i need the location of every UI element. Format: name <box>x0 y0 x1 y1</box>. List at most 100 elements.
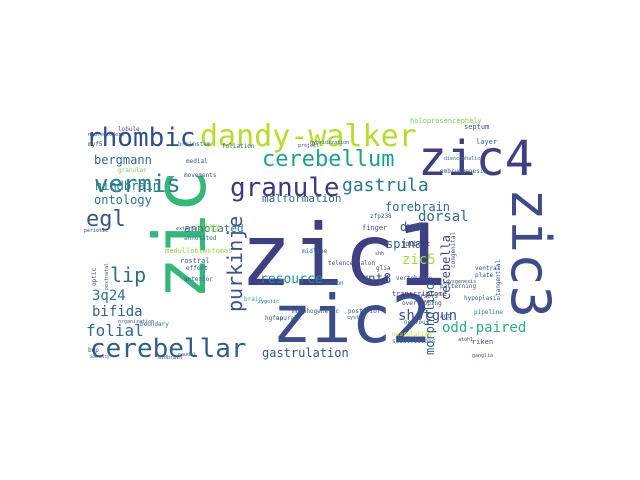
cloud-word: ant <box>440 313 451 320</box>
cloud-word: annotated <box>184 222 244 235</box>
cloud-word: zic5 <box>402 252 436 268</box>
cloud-word: hgfap <box>265 315 283 322</box>
cloud-word: midline <box>302 248 328 255</box>
cloud-word: hypoplasia <box>464 295 501 302</box>
cloud-word: atoh1 <box>458 337 473 343</box>
cloud-word: glia <box>376 265 391 272</box>
cloud-word: cerebellum <box>262 147 394 172</box>
cloud-word: organization <box>118 319 154 325</box>
cloud-word: zfp238 <box>370 213 392 220</box>
cloud-word: plate <box>475 272 493 279</box>
cloud-word: optic <box>91 268 98 286</box>
cloud-word: medulloblastomas <box>165 247 232 255</box>
cloud-word: shh <box>375 251 384 257</box>
cloud-word: brainstem <box>178 141 211 148</box>
cloud-word: midbrain <box>158 355 182 361</box>
cloud-word: finger <box>362 224 387 232</box>
cloud-word: odd-paired <box>442 320 526 336</box>
cloud-word: hindbrain <box>95 179 160 193</box>
cloud-word: granular <box>118 167 147 174</box>
cloud-word: zic4 <box>418 131 534 187</box>
cloud-word: overlapping <box>402 300 442 307</box>
cloud-word: medial <box>186 158 208 165</box>
cloud-word: morpholino <box>423 283 437 355</box>
cloud-word: brain <box>244 296 262 303</box>
cloud-word: external <box>176 226 200 232</box>
cloud-word: project <box>298 143 319 149</box>
cloud-word: forebrain <box>385 200 450 214</box>
cloud-word: dwm <box>400 220 422 234</box>
cloud-word: identity <box>90 354 110 359</box>
cloud-word: gastrula <box>342 175 429 196</box>
cloud-word: caudal <box>178 352 196 358</box>
cloud-background <box>80 120 560 360</box>
cloud-word: ciliary <box>194 223 220 230</box>
cloud-word: posterior <box>348 308 381 315</box>
cloud-word: congenital <box>450 231 457 268</box>
cloud-word: cyst <box>347 315 359 321</box>
cloud-word: cerebellar <box>90 334 247 364</box>
cloud-word: foliation <box>222 143 255 150</box>
cloud-word: morphogenetic <box>292 308 339 315</box>
cloud-word: rhombic <box>86 123 196 153</box>
cloud-word: neuron <box>322 280 344 287</box>
cloud-word: precursors <box>402 293 439 300</box>
cloud-word: gastrulation <box>262 346 349 360</box>
cloud-word: hybridization <box>310 140 349 146</box>
cloud-word: diencephalic <box>444 156 480 162</box>
cloud-word: wnt8 <box>360 272 391 287</box>
cloud-word: pipeline <box>474 309 503 316</box>
cloud-word: cerebella <box>439 235 453 300</box>
cloud-word: mouse <box>400 336 415 342</box>
cloud-word: ventral <box>475 265 501 272</box>
cloud-word: tangential <box>495 259 502 296</box>
cloud-word: postnatal <box>104 263 110 290</box>
cloud-word: shotgun <box>398 308 457 324</box>
cloud-word: nervous <box>404 319 430 326</box>
cloud-word: riken <box>472 338 493 346</box>
cloud-word: subdivisions <box>392 338 436 345</box>
cloud-word: patterning <box>440 283 477 290</box>
cloud-word: zygotic <box>258 299 279 305</box>
cloud-word: annotated <box>184 235 217 242</box>
cloud-word: lip <box>110 263 146 287</box>
cloud-word: rostral <box>180 257 210 265</box>
cloud-word: movements <box>184 172 217 179</box>
cloud-word: folial <box>86 321 144 340</box>
cloud-word: zic2 <box>272 281 431 358</box>
cloud-word: neural <box>276 315 298 322</box>
cloud-word: zic1 <box>240 206 447 306</box>
cloud-word: bifida <box>92 304 143 320</box>
cloud-word: egl <box>86 207 126 232</box>
cloud-word: zic3 <box>499 188 562 318</box>
cloud-word: joubert <box>401 240 431 248</box>
cloud-word: anterior <box>184 276 213 283</box>
cloud-word: neurulation <box>392 331 432 338</box>
cloud-word: neurectoderm <box>88 132 124 138</box>
cloud-word: layer <box>476 138 497 146</box>
cloud-word: effort <box>186 265 208 272</box>
cloud-word: purkinje <box>223 216 247 312</box>
cloud-word: crest <box>204 227 222 234</box>
cloud-word: lobule <box>118 126 140 133</box>
cloud-word: bmp <box>88 347 99 354</box>
cloud-word: spina <box>386 237 422 251</box>
cloud-word: ontology <box>94 193 152 207</box>
cloud-word: septum <box>464 123 489 131</box>
cloud-word: dysgenesis <box>446 279 476 285</box>
cloud-word: vermis <box>94 170 181 198</box>
cloud-word: malformation <box>262 192 341 205</box>
cloud-word: resource <box>260 272 323 287</box>
cloud-word: boundary <box>140 321 169 328</box>
cloud-word: granule <box>230 173 340 203</box>
cloud-word: embryogenesis <box>440 168 487 175</box>
cloud-word: 3q24 <box>92 288 126 304</box>
cloud-word: telencephalon <box>328 260 375 267</box>
cloud-word: bergmann <box>94 153 152 167</box>
cloud-word: dandy-walker <box>200 119 417 154</box>
cloud-word: vertebrate <box>396 275 433 282</box>
cloud-word: zic <box>138 170 222 300</box>
cloud-word: periotic <box>84 228 108 234</box>
cloud-word: dorsal <box>418 209 469 225</box>
